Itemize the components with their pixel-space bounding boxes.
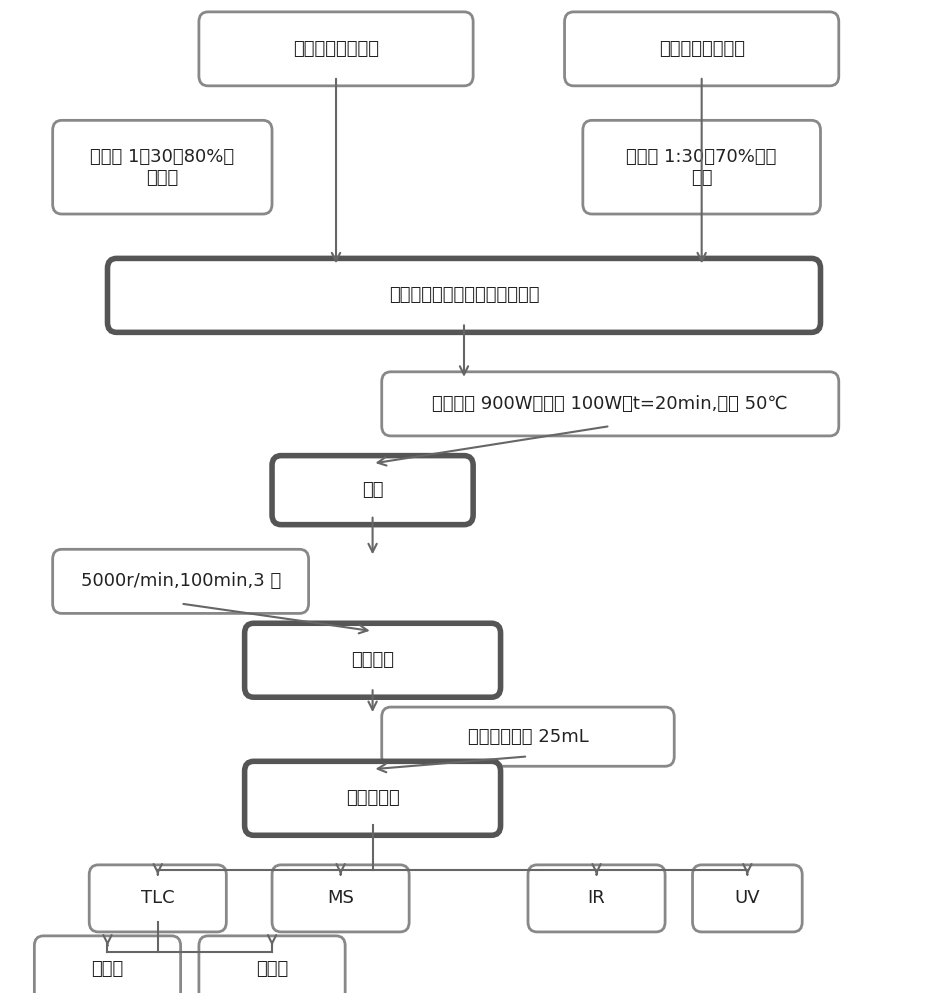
Text: 超声功率 900W，微波 100W，t=20min,温度 50℃: 超声功率 900W，微波 100W，t=20min,温度 50℃ [432, 395, 787, 413]
Text: 5000r/min,100min,3 次: 5000r/min,100min,3 次 [81, 572, 281, 590]
Text: 文冠果嫩枝、果仁: 文冠果嫩枝、果仁 [658, 40, 743, 58]
FancyBboxPatch shape [381, 707, 674, 766]
FancyBboxPatch shape [582, 120, 819, 214]
Text: IR: IR [587, 889, 604, 907]
FancyBboxPatch shape [198, 936, 345, 1000]
FancyBboxPatch shape [53, 120, 272, 214]
Text: MS: MS [327, 889, 354, 907]
FancyBboxPatch shape [272, 456, 473, 525]
Text: 供试品溶液: 供试品溶液 [346, 789, 399, 807]
Text: 熔点仪: 熔点仪 [91, 960, 123, 978]
FancyBboxPatch shape [245, 761, 500, 835]
FancyBboxPatch shape [198, 12, 473, 86]
Text: 甲醇溶解定容 25mL: 甲醇溶解定容 25mL [467, 728, 588, 746]
Text: 离心: 离心 [362, 481, 383, 499]
FancyBboxPatch shape [527, 865, 665, 932]
Text: 旋光仪: 旋光仪 [256, 960, 288, 978]
Text: 文冠果果壳、果叶: 文冠果果壳、果叶 [293, 40, 378, 58]
FancyBboxPatch shape [89, 865, 226, 932]
Text: TLC: TLC [141, 889, 174, 907]
FancyBboxPatch shape [272, 865, 409, 932]
FancyBboxPatch shape [53, 549, 309, 613]
FancyBboxPatch shape [34, 936, 181, 1000]
FancyBboxPatch shape [381, 372, 838, 436]
FancyBboxPatch shape [108, 258, 819, 332]
FancyBboxPatch shape [245, 623, 500, 697]
Text: 微波超声波组合合成萃取仪萃取: 微波超声波组合合成萃取仪萃取 [388, 286, 539, 304]
FancyBboxPatch shape [692, 865, 801, 932]
FancyBboxPatch shape [564, 12, 838, 86]
Text: 料液比 1:30，70%乙醇
浸提: 料液比 1:30，70%乙醇 浸提 [626, 148, 776, 187]
Text: UV: UV [734, 889, 759, 907]
Text: 料液比 1：30，80%乙
醇浸提: 料液比 1：30，80%乙 醇浸提 [90, 148, 235, 187]
Text: 旋转蒸发: 旋转蒸发 [350, 651, 394, 669]
